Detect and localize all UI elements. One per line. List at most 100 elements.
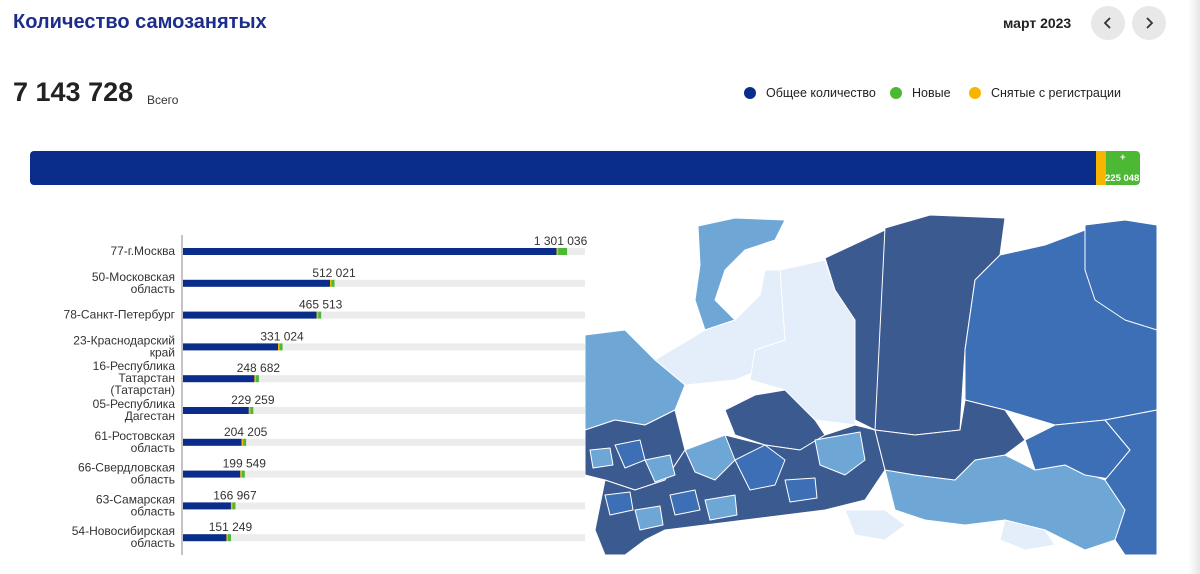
bar-total[interactable] xyxy=(183,375,255,383)
bar-removed xyxy=(330,279,332,287)
legend-label-total: Общее количество xyxy=(766,86,876,100)
bar-removed xyxy=(248,407,251,414)
bar-total[interactable] xyxy=(183,470,241,478)
period-label: март 2023 xyxy=(1003,15,1072,31)
bar-removed xyxy=(254,375,256,383)
summary-bar xyxy=(30,151,1140,185)
region-label: 23-Краснодарский xyxy=(73,333,175,347)
bar-removed xyxy=(226,534,228,542)
map-region-cell-6 xyxy=(704,494,738,521)
map-region-cell-7 xyxy=(589,447,614,469)
bar-value-label: 204 205 xyxy=(224,425,268,439)
bar-value-label: 331 024 xyxy=(260,329,304,343)
region-label: край xyxy=(150,345,175,359)
legend-dot-removed xyxy=(969,87,981,99)
region-map[interactable] xyxy=(585,210,1158,555)
legend-item-new: Новые xyxy=(890,86,951,100)
summary-new-plus: + xyxy=(1120,152,1126,163)
region-label: 54-Новосибирская xyxy=(72,524,175,538)
bar-track xyxy=(183,470,585,478)
bar-total[interactable] xyxy=(183,438,242,446)
bar-value-label: 1 301 036 xyxy=(534,234,588,248)
page-title: Количество самозанятых xyxy=(13,11,267,33)
bar-new xyxy=(255,375,259,383)
bar-track xyxy=(183,311,585,319)
bar-value-label: 151 249 xyxy=(209,520,253,534)
legend-dot-total xyxy=(744,87,756,99)
bar-total[interactable] xyxy=(183,279,331,287)
prev-period-button[interactable] xyxy=(1091,6,1125,40)
bar-new xyxy=(243,438,247,446)
region-label: Татарстан xyxy=(118,371,175,385)
bar-track xyxy=(183,279,585,287)
bar-value-label: 512 021 xyxy=(312,266,356,280)
legend-item-total: Общее количество xyxy=(744,86,876,100)
next-period-button[interactable] xyxy=(1132,6,1166,40)
chevron-right-icon xyxy=(1146,17,1154,29)
bar-track xyxy=(183,343,585,351)
map-region-irkutsk xyxy=(874,399,1026,481)
map-region-cell-5 xyxy=(669,489,701,516)
bar-removed xyxy=(316,311,319,319)
legend-label-removed: Снятые с регистрации xyxy=(991,86,1122,100)
map-region-karelia xyxy=(694,217,786,331)
map-region-far-east xyxy=(1084,219,1158,331)
map-region-volga xyxy=(734,444,786,491)
bar-track xyxy=(183,438,585,446)
scroll-shadow xyxy=(1188,0,1200,574)
map-region-cell-3 xyxy=(604,491,634,516)
bar-new xyxy=(232,502,236,510)
map-region-cell-8 xyxy=(784,477,818,503)
legend-item-removed: Снятые с регистрации xyxy=(969,86,1121,100)
region-label: 05-Республика xyxy=(93,397,176,411)
map-region-urals-light xyxy=(814,431,866,476)
bar-value-label: 229 259 xyxy=(231,393,275,407)
map-region-buryatia xyxy=(999,519,1056,551)
map-region-cell-2 xyxy=(644,454,676,483)
bar-total[interactable] xyxy=(183,534,227,542)
region-label: 78-Санкт-Петербург xyxy=(64,308,176,322)
map-region-arkhangelsk-north xyxy=(654,269,786,386)
summary-new-value: 225 048 xyxy=(1105,173,1140,184)
bar-total[interactable] xyxy=(183,343,279,351)
map-region-central-light xyxy=(684,434,736,481)
region-label: область xyxy=(131,441,175,455)
summary-bar-new xyxy=(1106,151,1140,185)
total-label: Всего xyxy=(147,93,179,107)
region-label: 61-Ростовская xyxy=(95,429,175,443)
bar-new xyxy=(558,248,568,255)
region-bar-chart: 1 301 036 77-г.Москва 512 021 50-Московская… xyxy=(64,234,588,555)
bar-value-label: 248 682 xyxy=(237,361,281,375)
region-label: 16-Республика xyxy=(93,359,176,373)
bar-new xyxy=(279,343,283,351)
bar-new xyxy=(241,470,245,478)
region-label: Дагестан xyxy=(125,409,175,423)
bar-track xyxy=(183,407,585,414)
map-region-khabarovsk xyxy=(1104,409,1158,555)
bar-new xyxy=(227,534,231,542)
region-label: область xyxy=(131,282,175,296)
region-label: область xyxy=(131,536,175,550)
region-label: (Татарстан) xyxy=(110,383,175,397)
bar-removed xyxy=(230,502,233,510)
bar-total[interactable] xyxy=(183,502,231,510)
bar-total[interactable] xyxy=(183,311,317,319)
total-count: 7 143 728 xyxy=(13,77,134,107)
bar-total[interactable] xyxy=(183,248,557,255)
region-label: область xyxy=(131,473,175,487)
region-label: 66-Свердловская xyxy=(78,461,175,475)
bar-removed xyxy=(278,343,280,351)
map-region-pale-south xyxy=(844,509,906,541)
bar-value-label: 465 513 xyxy=(299,298,343,312)
bar-total[interactable] xyxy=(183,407,249,414)
region-label: 50-Московская xyxy=(92,270,175,284)
bar-track xyxy=(183,534,585,542)
region-label: 63-Самарская xyxy=(96,492,175,506)
legend-dot-new xyxy=(890,87,902,99)
map-region-cell-4 xyxy=(634,505,664,531)
bar-new xyxy=(250,407,254,414)
region-label: область xyxy=(131,504,175,518)
bar-removed xyxy=(556,248,559,255)
summary-bar-removed xyxy=(1096,151,1106,185)
summary-bar-total xyxy=(30,151,1096,185)
